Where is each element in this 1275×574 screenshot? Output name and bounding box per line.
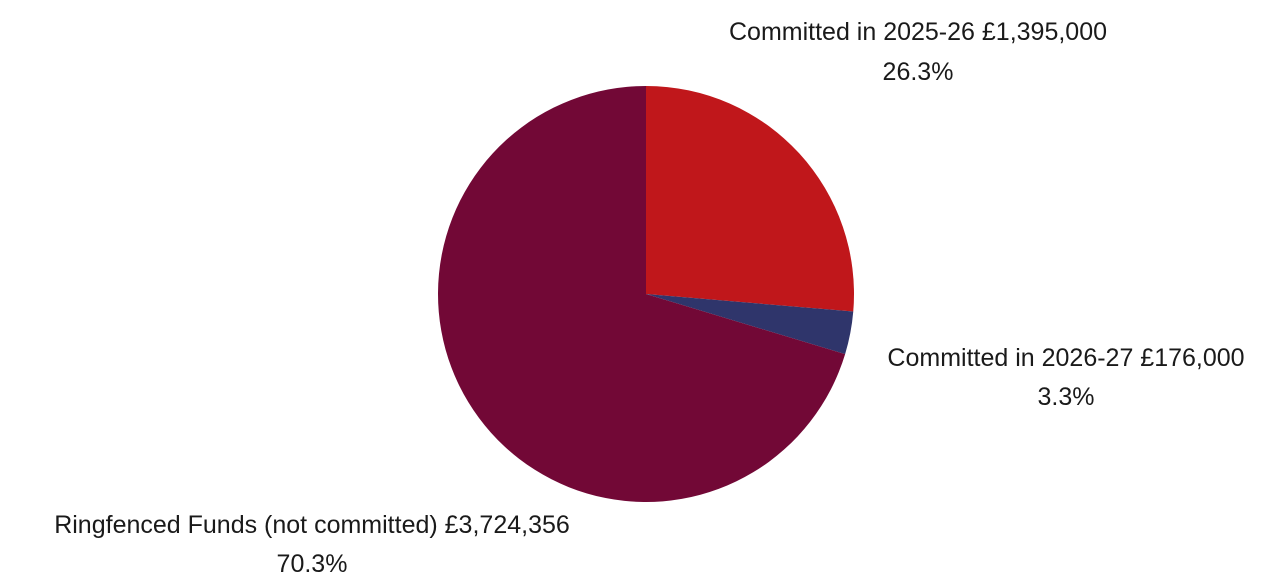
slice-label-2: Ringfenced Funds (not committed) £3,724,… (54, 511, 570, 574)
slice-1-label: Committed in 2026-27 £176,000 (887, 344, 1244, 372)
slice-2-label: Ringfenced Funds (not committed) £3,724,… (54, 511, 570, 539)
pie-slice-0 (646, 86, 855, 312)
pie-slice-2 (438, 86, 846, 502)
slice-0-percent: 26.3% (883, 58, 954, 86)
slice-2-percent: 70.3% (277, 550, 348, 574)
pie-slice-1 (646, 294, 854, 355)
slice-0-label: Committed in 2025-26 £1,395,000 (729, 18, 1107, 46)
slice-label-0: Committed in 2025-26 £1,395,000 26.3% (729, 18, 1107, 86)
slice-1-percent: 3.3% (1038, 383, 1095, 411)
pie-slices (438, 86, 855, 502)
slice-label-1: Committed in 2026-27 £176,000 3.3% (887, 344, 1244, 411)
